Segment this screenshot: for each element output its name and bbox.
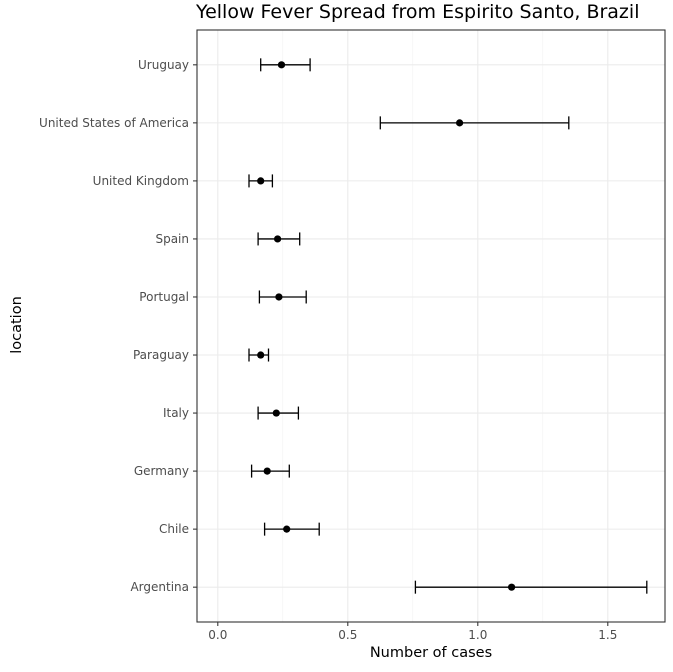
axis-layer: 0.0 0.5 1.0 1.5 Argentina Chile Germany Italy Pa… bbox=[39, 58, 617, 642]
x-tick-label: 0.5 bbox=[338, 628, 357, 642]
y-tick-label: Portugal bbox=[139, 290, 189, 304]
data-point bbox=[283, 525, 291, 533]
x-tick-label: 0.0 bbox=[208, 628, 227, 642]
data-point bbox=[508, 583, 516, 591]
data-point bbox=[456, 119, 464, 127]
y-tick-label: United Kingdom bbox=[93, 174, 189, 188]
x-tick-label: 1.0 bbox=[468, 628, 487, 642]
data-point bbox=[263, 467, 271, 475]
data-point bbox=[277, 61, 286, 69]
y-tick-label: Italy bbox=[163, 406, 189, 420]
marks-layer bbox=[248, 58, 648, 594]
data-point bbox=[274, 235, 282, 243]
x-axis-title: Number of cases bbox=[370, 645, 492, 661]
y-tick-label: Germany bbox=[134, 464, 189, 478]
y-tick-label: Uruguay bbox=[138, 58, 189, 72]
y-tick-label: Spain bbox=[155, 232, 189, 246]
chart-title: Yellow Fever Spread from Espirito Santo,… bbox=[195, 1, 639, 23]
grid-layer bbox=[197, 30, 665, 622]
y-axis-title: location bbox=[9, 296, 25, 354]
panel-border bbox=[196, 29, 666, 623]
y-tick-label: Paraguay bbox=[133, 348, 189, 362]
y-tick-label: Argentina bbox=[130, 580, 189, 594]
y-tick-label: United States of America bbox=[39, 116, 189, 130]
y-tick-label: Chile bbox=[159, 522, 189, 536]
data-point bbox=[272, 409, 280, 417]
data-point bbox=[275, 293, 283, 301]
data-point bbox=[257, 177, 265, 185]
data-point bbox=[257, 351, 265, 359]
x-tick-label: 1.5 bbox=[598, 628, 617, 642]
